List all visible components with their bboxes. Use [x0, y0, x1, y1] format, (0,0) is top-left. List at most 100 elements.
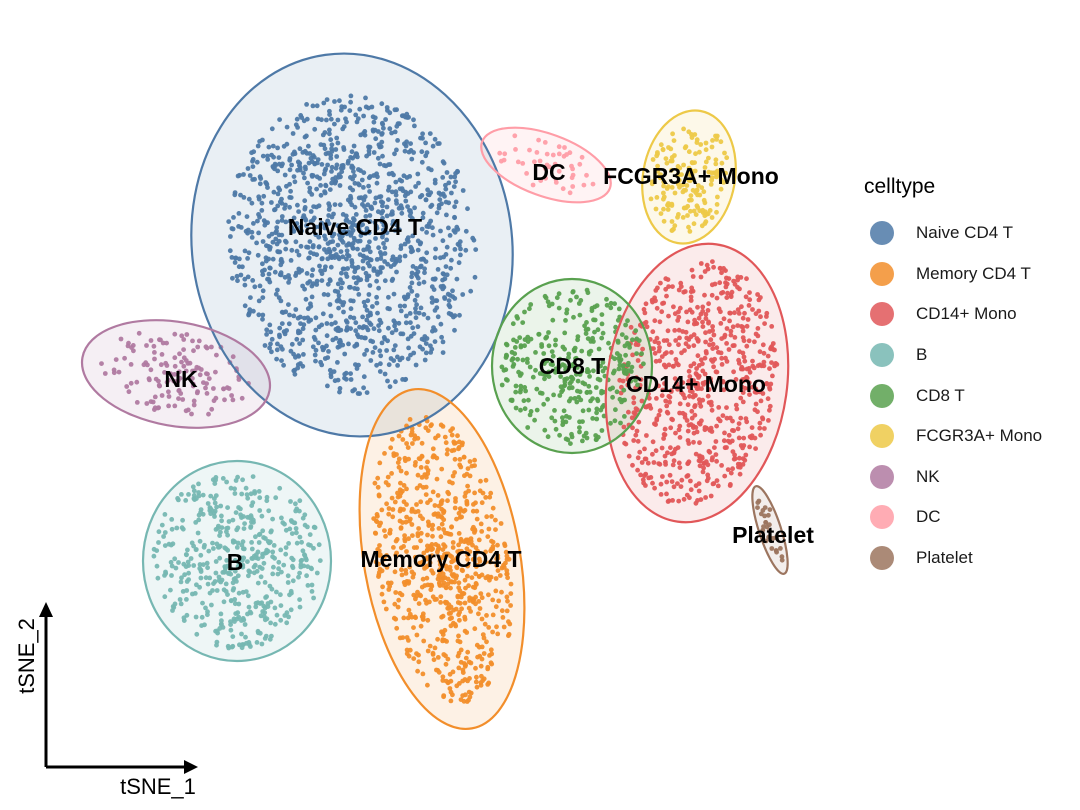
point-naive-cd4-t — [429, 284, 435, 290]
point-cd14-mono — [670, 462, 676, 468]
point-nk — [229, 393, 235, 398]
point-nk — [164, 340, 170, 346]
point-cd14-mono — [733, 377, 739, 382]
point-cd8-t — [562, 377, 568, 382]
point-fcgr3a-mono — [671, 138, 677, 144]
point-naive-cd4-t — [318, 192, 324, 198]
point-cd8-t — [586, 351, 592, 357]
x-axis-arrowhead — [184, 760, 198, 774]
point-naive-cd4-t — [336, 305, 341, 311]
point-nk — [190, 376, 195, 381]
point-naive-cd4-t — [409, 270, 415, 276]
point-cd14-mono — [651, 346, 656, 351]
point-naive-cd4-t — [378, 353, 384, 359]
point-naive-cd4-t — [364, 226, 370, 231]
point-naive-cd4-t — [276, 249, 281, 255]
point-naive-cd4-t — [368, 358, 374, 363]
point-naive-cd4-t — [325, 150, 331, 156]
point-naive-cd4-t — [257, 283, 263, 289]
point-b — [257, 531, 263, 537]
point-naive-cd4-t — [412, 297, 418, 303]
point-cd14-mono — [766, 418, 771, 423]
point-memory-cd4-t — [414, 485, 420, 491]
point-memory-cd4-t — [420, 614, 426, 620]
point-b — [184, 612, 190, 618]
point-naive-cd4-t — [454, 276, 460, 282]
point-naive-cd4-t — [240, 264, 245, 270]
point-memory-cd4-t — [434, 667, 439, 673]
point-dc — [532, 159, 537, 165]
point-cd14-mono — [689, 267, 695, 273]
point-b — [248, 525, 254, 530]
point-memory-cd4-t — [495, 542, 500, 548]
point-cd8-t — [533, 350, 538, 355]
point-cd14-mono — [701, 460, 707, 466]
point-fcgr3a-mono — [654, 195, 660, 200]
point-b — [245, 514, 251, 520]
point-naive-cd4-t — [357, 391, 362, 396]
point-nk — [189, 411, 194, 417]
point-nk — [124, 384, 130, 389]
point-naive-cd4-t — [420, 131, 425, 137]
point-b — [241, 526, 247, 531]
point-cd14-mono — [684, 492, 690, 498]
point-cd8-t — [557, 393, 563, 398]
point-naive-cd4-t — [430, 225, 435, 231]
point-b — [228, 598, 234, 603]
point-cd14-mono — [707, 427, 713, 433]
point-memory-cd4-t — [479, 595, 485, 601]
point-b — [198, 567, 204, 573]
point-b — [224, 479, 230, 485]
point-naive-cd4-t — [313, 327, 319, 333]
point-naive-cd4-t — [416, 180, 421, 186]
point-naive-cd4-t — [439, 334, 444, 340]
point-cd14-mono — [732, 310, 737, 316]
point-naive-cd4-t — [283, 238, 288, 244]
point-naive-cd4-t — [340, 266, 346, 272]
point-memory-cd4-t — [425, 682, 430, 688]
point-naive-cd4-t — [301, 352, 306, 357]
point-naive-cd4-t — [310, 103, 316, 109]
point-cd14-mono — [642, 456, 648, 462]
point-cd14-mono — [747, 290, 752, 295]
point-fcgr3a-mono — [661, 179, 667, 185]
point-b — [246, 568, 252, 574]
point-naive-cd4-t — [272, 269, 278, 275]
point-b — [228, 485, 234, 491]
point-platelet — [761, 524, 766, 529]
point-cd14-mono — [710, 341, 716, 347]
point-cd8-t — [532, 417, 537, 423]
point-b — [243, 634, 248, 640]
point-memory-cd4-t — [411, 545, 417, 550]
point-memory-cd4-t — [456, 580, 462, 586]
point-cd8-t — [575, 378, 581, 384]
point-naive-cd4-t — [300, 283, 305, 289]
point-cd14-mono — [708, 399, 714, 405]
point-naive-cd4-t — [260, 272, 266, 278]
point-naive-cd4-t — [329, 169, 334, 174]
point-cd14-mono — [688, 294, 694, 300]
point-naive-cd4-t — [381, 222, 387, 228]
point-fcgr3a-mono — [655, 168, 661, 174]
point-b — [220, 476, 226, 481]
point-memory-cd4-t — [465, 466, 471, 471]
point-memory-cd4-t — [449, 579, 455, 585]
point-cd14-mono — [654, 416, 660, 422]
point-cd14-mono — [735, 307, 741, 312]
point-naive-cd4-t — [302, 315, 307, 321]
point-cd8-t — [583, 331, 589, 336]
point-cd14-mono — [769, 360, 774, 365]
point-b — [235, 573, 241, 579]
point-b — [242, 622, 248, 627]
point-naive-cd4-t — [349, 149, 355, 155]
point-naive-cd4-t — [275, 341, 280, 347]
point-platelet — [756, 498, 762, 504]
point-cd14-mono — [685, 428, 691, 434]
point-cd14-mono — [740, 399, 746, 405]
point-memory-cd4-t — [401, 615, 407, 621]
point-memory-cd4-t — [465, 563, 470, 569]
point-cd14-mono — [750, 363, 756, 369]
point-cd14-mono — [679, 477, 685, 483]
point-naive-cd4-t — [380, 121, 386, 127]
point-naive-cd4-t — [302, 206, 308, 212]
